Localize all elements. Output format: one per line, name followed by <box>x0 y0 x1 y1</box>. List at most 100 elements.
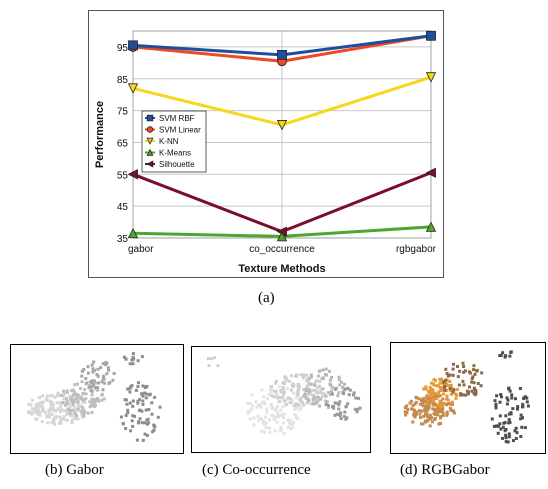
scatter-point <box>309 382 313 386</box>
scatter-point <box>346 386 350 390</box>
scatter-point <box>69 414 73 417</box>
scatter-point <box>353 407 357 411</box>
scatter-point <box>38 410 42 414</box>
scatter-point <box>492 424 496 428</box>
y-tick-label: 65 <box>117 138 129 149</box>
scatter-point <box>474 389 478 392</box>
scatter-point <box>70 420 74 424</box>
scatter-point <box>508 354 512 358</box>
scatter-point <box>438 402 442 406</box>
scatter-point <box>101 362 105 366</box>
scatter-point <box>73 383 77 387</box>
scatter-point <box>274 389 278 393</box>
scatter-point <box>96 374 100 378</box>
scatter-point <box>91 379 94 383</box>
scatter-point <box>513 429 517 433</box>
scatter-point <box>438 407 442 411</box>
scatter-point <box>325 373 329 377</box>
scatter-point <box>294 374 298 378</box>
scatter-point <box>100 393 104 397</box>
scatter-point <box>404 413 408 417</box>
scatter-point <box>282 421 285 425</box>
scatter-point <box>153 425 157 429</box>
scatter-point <box>62 418 66 422</box>
scatter-point <box>410 407 414 411</box>
scatter-point <box>305 385 309 389</box>
scatter-point <box>91 397 95 401</box>
scatter-point <box>519 413 523 417</box>
thumbnail-co-occurrence <box>191 346 371 453</box>
scatter-point <box>54 414 58 418</box>
scatter-point <box>343 410 347 414</box>
scatter-point <box>76 407 80 411</box>
scatter-point <box>216 364 220 368</box>
scatter-point <box>320 391 324 395</box>
scatter-point <box>53 416 57 420</box>
data-point <box>425 167 436 178</box>
scatter-point <box>328 393 332 396</box>
scatter-point <box>294 406 298 410</box>
scatter-point <box>136 385 140 389</box>
scatter-point <box>138 398 142 402</box>
scatter-point <box>275 420 279 424</box>
scatter-point <box>138 409 141 412</box>
scatter-point <box>435 384 439 388</box>
scatter-point <box>80 400 84 404</box>
scatter-point <box>128 390 132 394</box>
scatter-point <box>80 412 83 416</box>
scatter-point <box>261 400 265 404</box>
x-tick-labels: gabor co_occurrence rgbgabor <box>128 244 437 255</box>
legend-label: Silhouette <box>159 160 195 169</box>
scatter-point <box>74 397 78 401</box>
scatter-point <box>80 369 84 373</box>
scatter-point <box>101 377 105 381</box>
scatter-point <box>305 373 309 377</box>
scatter-point <box>97 399 101 403</box>
scatter-point <box>291 391 295 395</box>
scatter-point <box>130 384 134 388</box>
scatter-point <box>453 392 457 396</box>
scatter-point <box>507 418 511 422</box>
scatter-point <box>441 397 445 401</box>
scatter-point <box>84 397 88 401</box>
scatter-point <box>135 438 139 442</box>
scatter-point <box>501 351 505 355</box>
scatter-point <box>337 378 341 382</box>
scatter-point <box>72 404 76 408</box>
scatter-point <box>126 408 130 412</box>
performance-line-chart: 35 45 55 65 75 85 95 gabor co_occurrence rgbgabo… <box>88 10 444 278</box>
scatter-point <box>319 388 323 392</box>
scatter-point <box>124 398 128 402</box>
scatter-point <box>318 404 321 408</box>
scatter-point <box>470 377 474 381</box>
scatter-point <box>358 406 362 410</box>
scatter-point <box>62 409 66 413</box>
scatter-point <box>403 406 407 410</box>
scatter-point <box>71 393 75 397</box>
scatter-point <box>425 411 429 415</box>
scatter-point <box>428 413 432 417</box>
scatter-point <box>131 362 135 366</box>
scatter-point <box>78 409 82 413</box>
scatter-point <box>432 382 436 386</box>
scatter-point <box>263 402 267 406</box>
scatter-point <box>103 381 106 385</box>
scatter-point <box>89 389 93 393</box>
scatter-point <box>493 399 497 403</box>
scatter-point <box>434 393 438 397</box>
y-tick-label: 85 <box>117 75 129 86</box>
scatter-point <box>281 404 285 408</box>
scatter-point <box>258 403 262 407</box>
scatter-point <box>50 420 54 424</box>
scatter-point <box>145 422 149 426</box>
scatter-point <box>418 402 422 406</box>
scatter-point <box>84 392 88 396</box>
scatter-point <box>335 412 339 416</box>
scatter-point <box>437 422 441 426</box>
scatter-point <box>433 391 437 395</box>
scatter-point <box>303 392 307 396</box>
scatter-point <box>76 404 80 408</box>
scatter-point <box>71 402 75 406</box>
scatter-point <box>58 401 62 405</box>
scatter-point <box>128 386 132 390</box>
